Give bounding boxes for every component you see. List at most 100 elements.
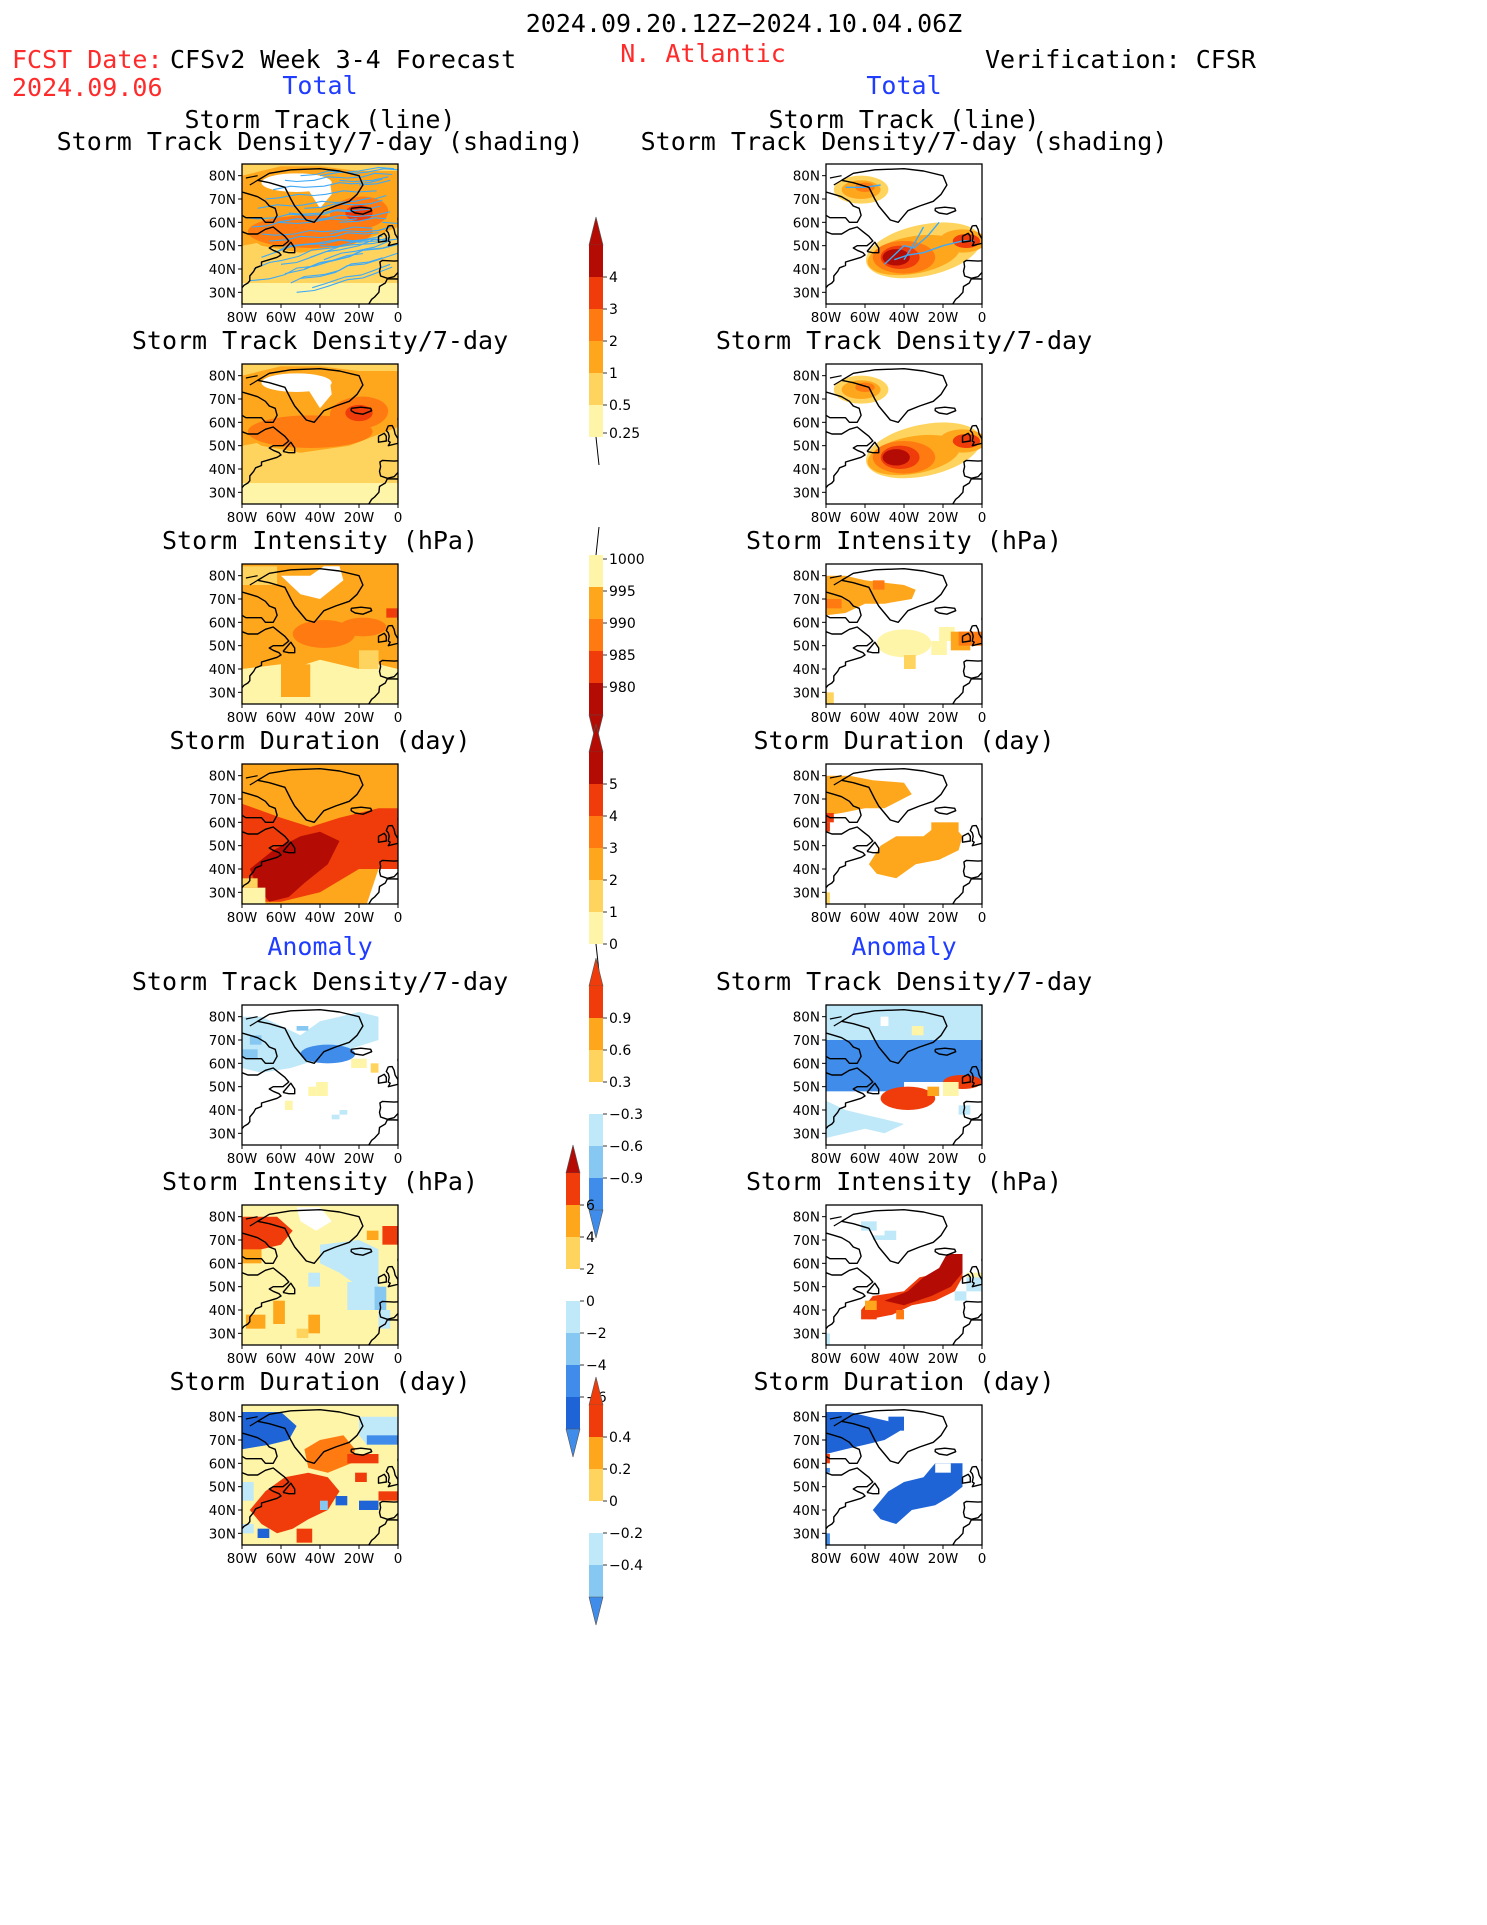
title-track-shading-right: Storm Track Density/7-day (shading)	[640, 127, 1168, 156]
lat-tick-label: 80N	[793, 569, 820, 585]
shaded-field	[826, 575, 982, 704]
lat-tick-label: 80N	[209, 769, 236, 785]
lon-tick-label: 60W	[266, 910, 297, 924]
colorbar-label: 2	[609, 334, 618, 350]
colorbar-label: 2	[586, 1262, 595, 1278]
colorbar-density-anom: 0.9 0.6 0.3 −0.3 −0.6 −0.9	[585, 956, 655, 1244]
lat-tick-label: 80N	[209, 169, 236, 185]
colorbar-label: 0.6	[609, 1043, 631, 1059]
colorbar-label: 3	[609, 841, 618, 857]
fcst-date-value: 2024.09.06	[12, 73, 163, 102]
colorbar-label: 6	[586, 1198, 595, 1214]
lat-tick-label: 30N	[793, 1126, 820, 1142]
map-track-forecast: 80N 70N 60N 50N 40N 30N 80W 60W 40W 20W 0	[200, 158, 404, 324]
colorbar-swatch	[589, 373, 603, 405]
shaded-field	[826, 775, 963, 904]
colorbar-swatch	[589, 619, 603, 651]
coastline	[826, 368, 982, 504]
lat-tick-label: 70N	[209, 192, 236, 208]
lat-tick-label: 80N	[209, 369, 236, 385]
lat-tick-label: 40N	[793, 262, 820, 278]
map-anom-duration-forecast: 80N 70N 60N 50N 40N 30N 80W 60W 40W 20W 0	[200, 1399, 404, 1565]
lat-tick-label: 40N	[209, 662, 236, 678]
colorbar-label: 0.25	[609, 426, 640, 442]
shaded-field	[242, 564, 398, 704]
colorbar-swatch	[589, 1501, 603, 1533]
section-total-left: Total	[282, 71, 358, 100]
lon-tick-label: 40W	[305, 1351, 336, 1365]
coastline	[826, 568, 982, 704]
title-anom-density-right: Storm Track Density/7-day	[715, 967, 1093, 996]
coastline	[826, 1209, 982, 1345]
lon-tick-label: 20W	[344, 710, 375, 724]
lat-tick-label: 30N	[209, 885, 236, 901]
lat-tick-label: 50N	[793, 439, 820, 455]
map-duration-forecast: 80N 70N 60N 50N 40N 30N 80W 60W 40W 20W 0	[200, 758, 404, 924]
map-intensity-forecast: 80N 70N 60N 50N 40N 30N 80W 60W 40W 20W 0	[200, 558, 404, 724]
map-duration-verification: 80N 70N 60N 50N 40N 30N 80W 60W 40W 20W 0	[784, 758, 988, 924]
lon-tick-label: 0	[394, 710, 403, 724]
lat-tick-label: 50N	[209, 1080, 236, 1096]
lon-tick-label: 20W	[928, 710, 959, 724]
colorbar-swatch	[589, 1437, 603, 1469]
colorbar-label: 1	[609, 366, 618, 382]
lat-tick-label: 40N	[209, 1303, 236, 1319]
lon-tick-label: 40W	[889, 510, 920, 524]
coastline	[242, 368, 398, 504]
lon-tick-label: 60W	[850, 710, 881, 724]
lon-tick-label: 0	[978, 1351, 987, 1365]
colorbar-label: 4	[586, 1230, 595, 1246]
lat-tick-label: 50N	[793, 1280, 820, 1296]
lat-tick-label: 60N	[209, 815, 236, 831]
verification-title: Verification: CFSR	[985, 45, 1256, 74]
coastline	[826, 1009, 982, 1145]
lat-tick-label: 40N	[209, 862, 236, 878]
lat-tick-label: 50N	[209, 839, 236, 855]
region-title: N. Atlantic	[620, 39, 786, 68]
colorbar-swatch	[589, 1082, 603, 1114]
colorbar-label: 990	[609, 616, 636, 632]
lat-tick-label: 60N	[793, 215, 820, 231]
lon-tick-label: 40W	[889, 1351, 920, 1365]
lon-tick-label: 40W	[305, 710, 336, 724]
lat-tick-label: 60N	[209, 215, 236, 231]
lon-tick-label: 0	[394, 1551, 403, 1565]
lat-tick-label: 80N	[209, 569, 236, 585]
colorbar-label: 0	[609, 1494, 618, 1510]
shaded-field	[242, 364, 398, 504]
lat-tick-label: 70N	[209, 1433, 236, 1449]
colorbar-label: 2	[609, 873, 618, 889]
title-anom-duration-left: Storm Duration (day)	[169, 1367, 471, 1396]
lon-tick-label: 40W	[305, 910, 336, 924]
lon-tick-label: 20W	[344, 310, 375, 324]
colorbar-label: 0.5	[609, 398, 631, 414]
colorbar-density-total: 0.25 0.5 1 2 3 4	[585, 215, 655, 471]
lon-tick-label: 0	[978, 710, 987, 724]
colorbar-swatch	[566, 1333, 580, 1365]
colorbar-label: 0.3	[609, 1075, 631, 1091]
lon-tick-label: 80W	[227, 510, 258, 524]
lon-tick-label: 60W	[850, 910, 881, 924]
colorbar-swatch	[589, 1050, 603, 1082]
lon-tick-label: 60W	[266, 1551, 297, 1565]
colorbar-label: 995	[609, 584, 636, 600]
coastline	[242, 1409, 398, 1545]
lat-tick-label: 50N	[793, 1080, 820, 1096]
lon-tick-label: 60W	[266, 1151, 297, 1165]
colorbar-swatch	[589, 309, 603, 341]
colorbar-swatch	[589, 1178, 603, 1210]
map-anom-intensity-verification: 80N 70N 60N 50N 40N 30N 80W 60W 40W 20W 0	[784, 1199, 988, 1365]
lat-tick-label: 30N	[209, 1326, 236, 1342]
lon-tick-label: 80W	[227, 1551, 258, 1565]
colorbar-swatch	[566, 1205, 580, 1237]
map-anom-density-verification: 80N 70N 60N 50N 40N 30N 80W 60W 40W 20W 0	[784, 999, 988, 1165]
lon-tick-label: 0	[394, 1151, 403, 1165]
shaded-field	[242, 164, 398, 304]
lon-tick-label: 40W	[889, 710, 920, 724]
colorbar-label: 5	[609, 777, 618, 793]
lat-tick-label: 50N	[209, 1280, 236, 1296]
colorbar-swatch	[589, 1018, 603, 1050]
colorbar-swatch	[566, 1397, 580, 1429]
colorbar-swatch	[566, 1173, 580, 1205]
lat-tick-label: 40N	[793, 462, 820, 478]
